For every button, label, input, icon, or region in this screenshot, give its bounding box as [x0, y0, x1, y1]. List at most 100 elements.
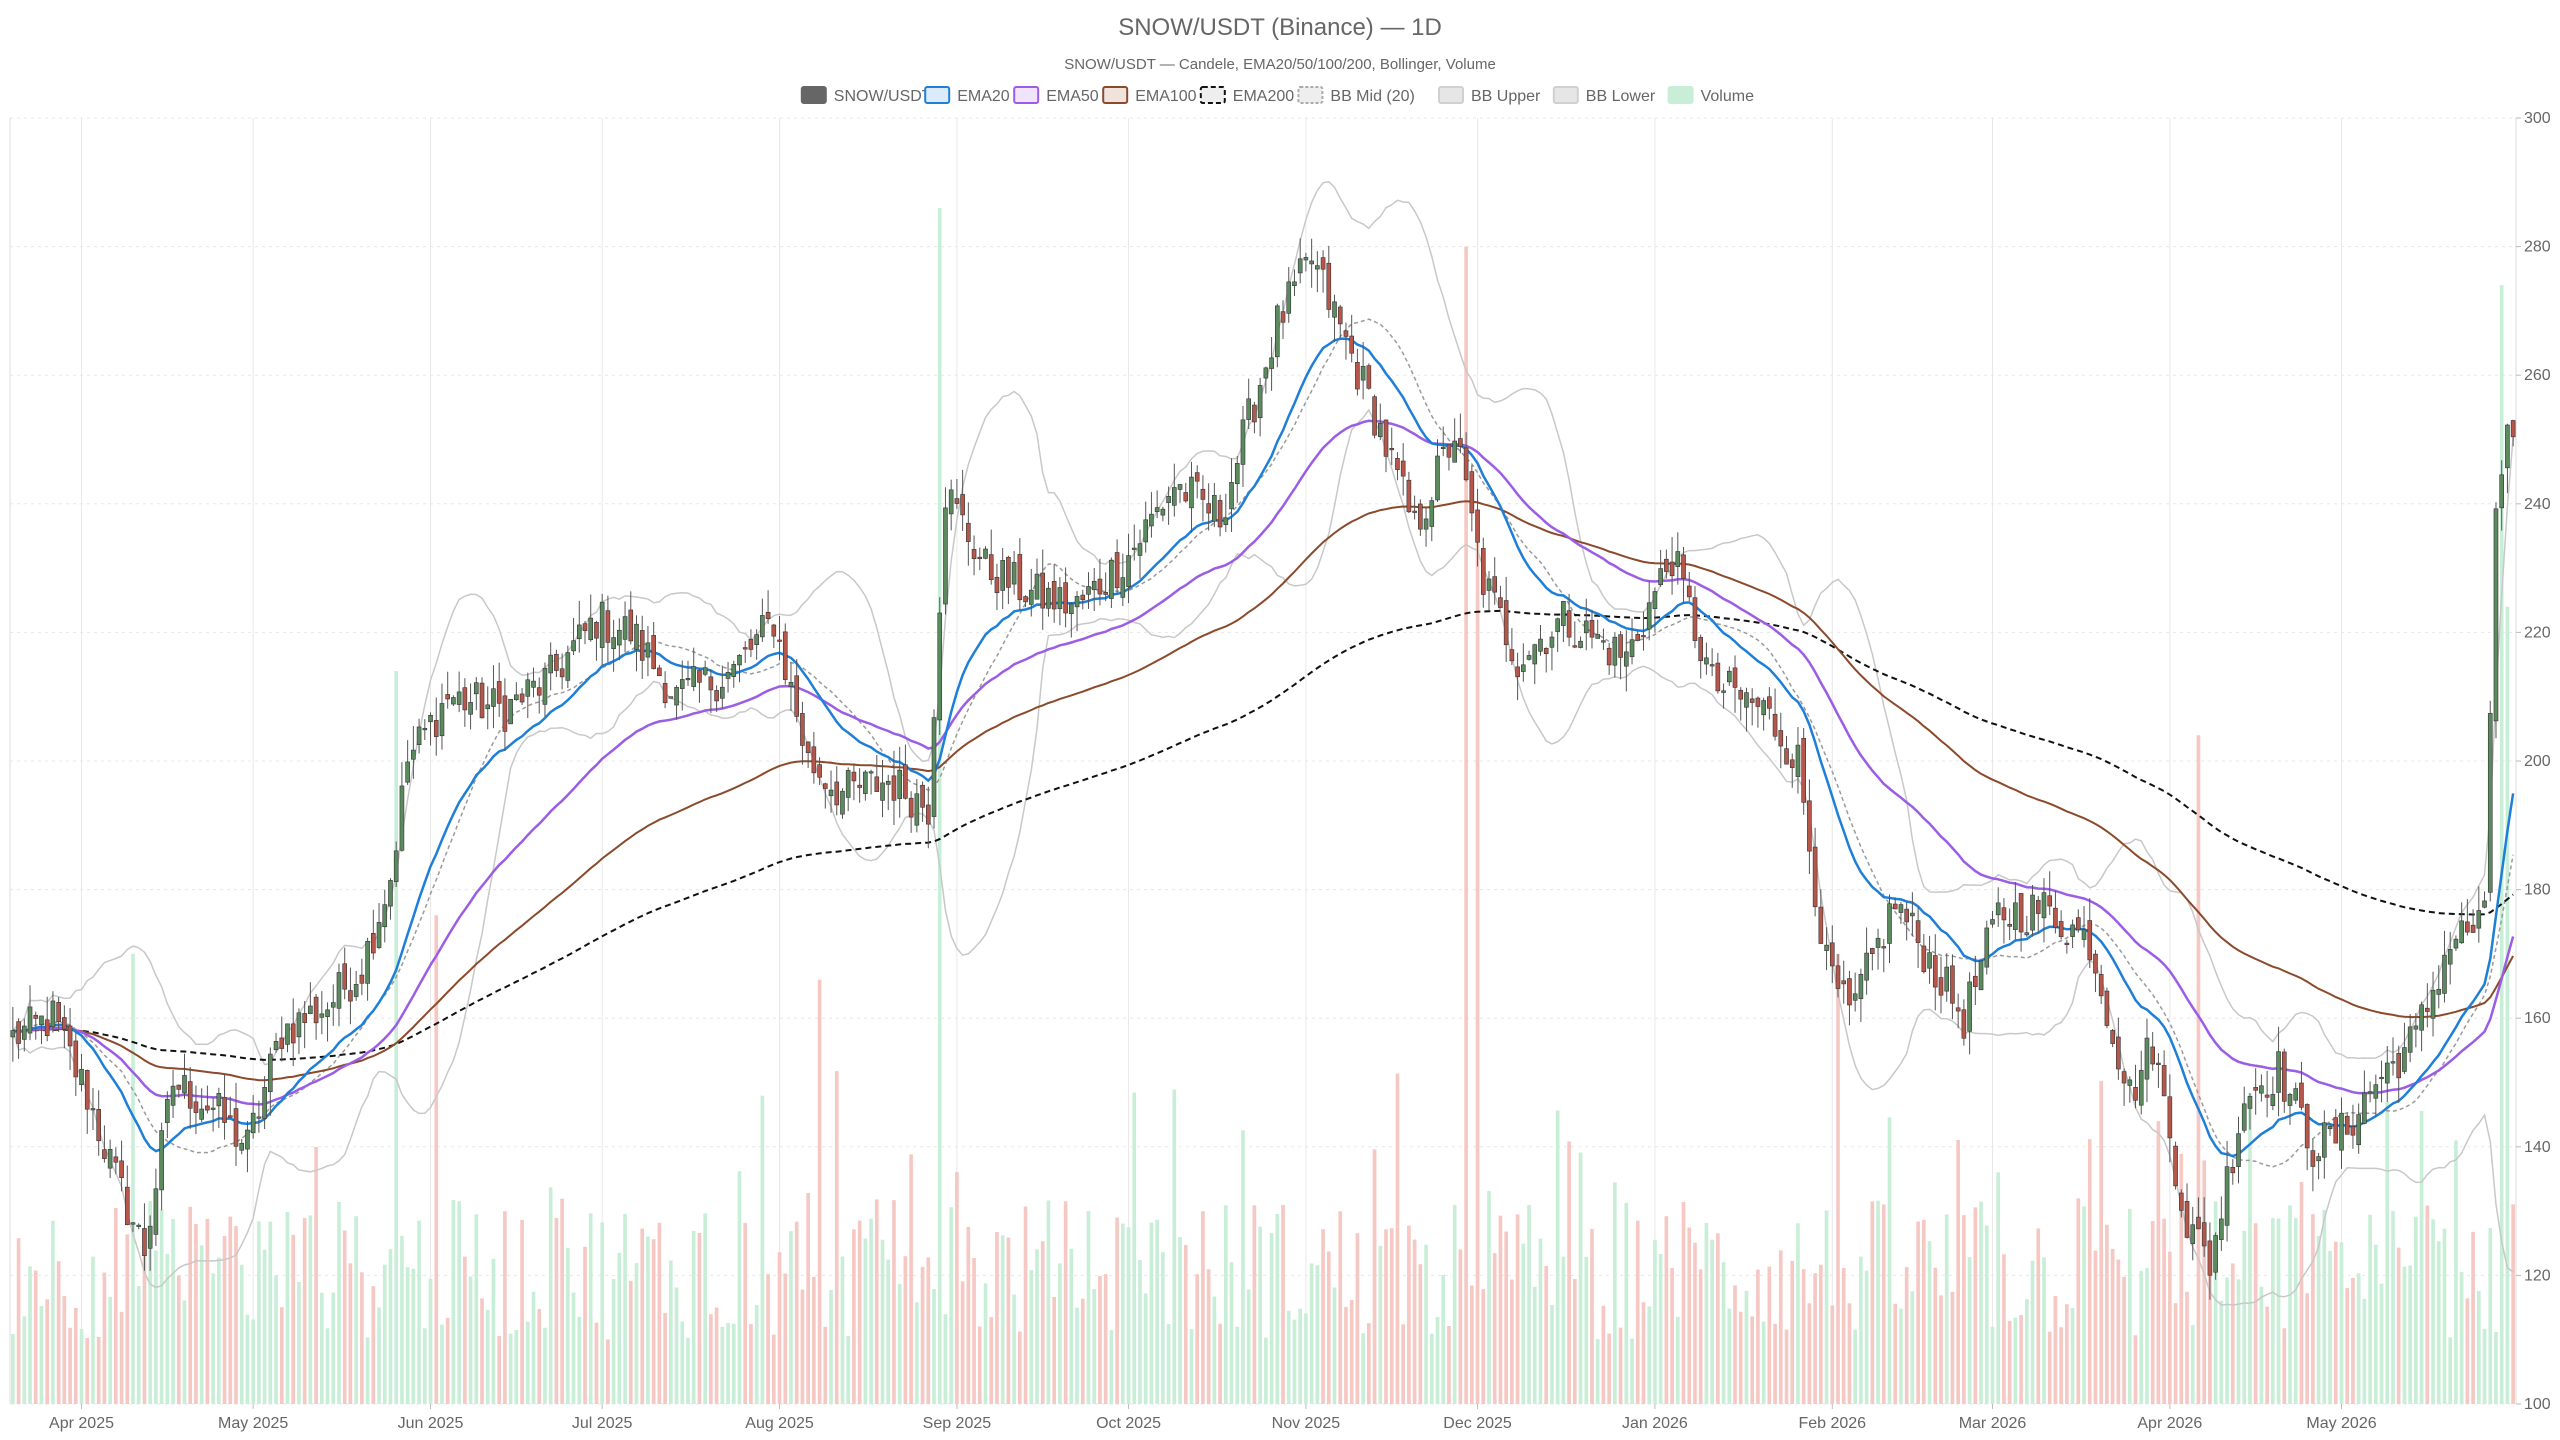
- volume-bar: [646, 1236, 650, 1404]
- volume-bar: [1727, 1308, 1732, 1404]
- volume-bar: [852, 1229, 856, 1404]
- candle-body: [2281, 1051, 2287, 1102]
- candle-body: [1675, 551, 1681, 567]
- volume-bar: [1481, 1289, 1486, 1404]
- candle-body: [2344, 1115, 2350, 1135]
- candle-body: [1309, 260, 1314, 265]
- volume-bar: [2471, 1231, 2475, 1404]
- legend-item: BB Mid (20): [1297, 86, 1415, 105]
- candle-body: [840, 790, 845, 815]
- candle-body: [1578, 640, 1583, 648]
- candle-body: [1881, 946, 1887, 949]
- volume-bar: [611, 1278, 616, 1404]
- volume-bar: [131, 953, 135, 1404]
- volume-bar: [1092, 1289, 1097, 1404]
- volume-bar: [1344, 1306, 1348, 1404]
- volume-bar: [1407, 1225, 1411, 1404]
- candle-body: [611, 637, 616, 650]
- candle-body: [313, 996, 319, 1024]
- volume-bar: [2024, 1299, 2029, 1404]
- candle-body: [1715, 662, 1721, 692]
- volume-bar: [39, 1305, 44, 1404]
- candle-body: [1526, 655, 1532, 660]
- volume-bar: [686, 1337, 690, 1404]
- candle-body: [422, 728, 428, 731]
- volume-bar: [720, 1326, 725, 1404]
- candle-body: [1372, 396, 1377, 436]
- candle-body: [2384, 1062, 2390, 1084]
- volume-bar: [2082, 1206, 2086, 1404]
- legend-item: BB Lower: [1552, 86, 1656, 105]
- volume-bar: [199, 1245, 204, 1404]
- volume-bar: [2013, 1317, 2018, 1404]
- volume-bar: [411, 1268, 416, 1404]
- volume-bar: [857, 1220, 862, 1404]
- volume-bar: [2047, 1331, 2052, 1404]
- bb-upper-line: [12, 180, 2514, 1066]
- volume-bar: [222, 1235, 227, 1404]
- candle-body: [2447, 949, 2453, 965]
- candle-body: [1440, 446, 1446, 449]
- volume-bar: [1132, 1092, 1137, 1404]
- candle-body: [2510, 420, 2516, 438]
- volume-bar: [995, 1231, 999, 1404]
- volume-bar: [1218, 1323, 1222, 1404]
- volume-bar: [1979, 1201, 1983, 1404]
- volume-bar: [554, 1218, 559, 1404]
- candle-body: [296, 1012, 302, 1038]
- candle-body: [777, 639, 782, 642]
- candle-body: [1377, 422, 1383, 437]
- volume-bar: [365, 1337, 370, 1404]
- candle-body: [462, 687, 468, 711]
- volume-bar: [1836, 953, 1840, 1404]
- candle-body: [1028, 589, 1034, 605]
- volume-bar: [2276, 1218, 2281, 1404]
- candle-body: [782, 631, 788, 680]
- y-tick-label: 240: [2524, 496, 2551, 513]
- volume-bar: [348, 1263, 353, 1404]
- candle-body: [2156, 1062, 2161, 1066]
- volume-bar: [1178, 1237, 1182, 1404]
- volume-bar: [1876, 1200, 1880, 1404]
- candle-body: [908, 797, 914, 818]
- legend-swatch: [1552, 86, 1579, 104]
- volume-bar: [1973, 1207, 1978, 1404]
- volume-bar: [56, 1261, 61, 1404]
- candle-body: [536, 687, 542, 696]
- candle-body: [2030, 894, 2035, 931]
- volume-bar: [1967, 1257, 1972, 1404]
- candle-body: [708, 676, 714, 691]
- candle-body: [1995, 902, 2001, 916]
- candle-body: [16, 1021, 21, 1044]
- volume-bar: [485, 1309, 490, 1404]
- volume-bar: [1384, 1229, 1388, 1404]
- candle-body: [1744, 692, 1749, 708]
- candle-body: [1046, 587, 1051, 609]
- volume-bar: [154, 1250, 158, 1404]
- candle-body: [491, 688, 496, 707]
- volume-bar: [777, 1252, 782, 1404]
- candle-body: [1297, 258, 1303, 274]
- volume-bar: [2425, 1205, 2430, 1404]
- volume-bar: [1212, 1296, 1217, 1404]
- volume-bar: [1447, 1325, 1451, 1404]
- volume-bar: [1172, 1089, 1177, 1404]
- volume-bar: [1618, 1327, 1623, 1404]
- candle-body: [1160, 508, 1166, 516]
- volume-bar: [783, 1273, 788, 1404]
- volume-bar: [1733, 1285, 1737, 1404]
- candle-body: [376, 922, 382, 948]
- candle-body: [439, 703, 445, 737]
- volume-bar: [657, 1222, 662, 1404]
- candle-body: [371, 933, 376, 954]
- candle-body: [2487, 713, 2493, 893]
- candle-body: [1698, 637, 1703, 662]
- volume-bar: [1492, 1253, 1497, 1404]
- candle-body: [1320, 257, 1326, 270]
- candle-body: [496, 681, 502, 704]
- volume-bar: [1607, 1333, 1611, 1404]
- volume-bar: [1149, 1222, 1154, 1404]
- volume-bar: [560, 1198, 564, 1404]
- volume-bar: [394, 670, 399, 1404]
- legend-label: EMA100: [1135, 88, 1196, 105]
